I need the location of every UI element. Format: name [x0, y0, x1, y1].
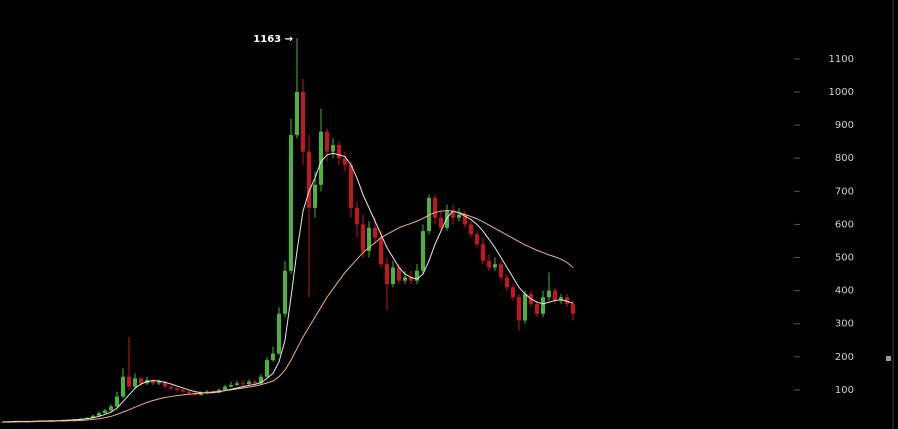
candle-body — [571, 303, 575, 314]
candle-body — [511, 287, 515, 298]
candle-body — [445, 211, 449, 228]
candle-body — [247, 381, 251, 384]
scroll-handle[interactable] — [886, 356, 891, 361]
candle-body — [115, 396, 119, 407]
candle-body — [385, 264, 389, 285]
y-tick-label: 100 — [835, 385, 854, 396]
candle-body — [367, 227, 371, 251]
y-tick-label: 500 — [835, 253, 854, 264]
y-tick-label: 1100 — [829, 54, 854, 65]
max-annotation: 1163 → — [253, 34, 293, 45]
y-tick-label: 1000 — [829, 87, 854, 98]
moving-average-line — [3, 210, 574, 423]
candle-body — [505, 277, 509, 288]
candle-body — [487, 260, 491, 268]
candle-body — [253, 381, 257, 384]
y-tick-label: 400 — [835, 286, 854, 297]
candle-body — [187, 391, 191, 394]
candle-body — [319, 131, 323, 185]
candle-body — [325, 131, 329, 152]
candle-body — [265, 360, 269, 377]
candle-body — [433, 197, 437, 218]
y-tick-label: 200 — [835, 352, 854, 363]
candle-body — [481, 244, 485, 261]
y-tick-label: 300 — [835, 319, 854, 330]
candle-body — [421, 231, 425, 271]
candle-body — [391, 267, 395, 285]
candle-body — [163, 381, 167, 387]
candle-body — [469, 224, 473, 235]
candle-body — [181, 389, 185, 392]
candle-body — [229, 384, 233, 387]
candle-body — [121, 376, 125, 397]
candle-body — [259, 376, 263, 384]
candle-body — [415, 270, 419, 281]
candle-body — [439, 217, 443, 228]
candle-body — [541, 297, 545, 314]
candle-body — [337, 144, 341, 159]
candle-body — [97, 413, 101, 416]
candle-body — [103, 410, 107, 414]
candle-body — [169, 386, 173, 389]
candle-body — [463, 214, 467, 225]
candle-body — [91, 415, 95, 418]
candle-body — [295, 92, 299, 136]
candle-body — [523, 293, 527, 321]
candle-body — [427, 197, 431, 232]
candle-body — [199, 393, 203, 395]
candle-body — [139, 378, 143, 384]
candle-body — [151, 380, 155, 384]
candle-body — [397, 267, 401, 281]
candle-body — [175, 388, 179, 390]
candle-body — [559, 297, 563, 301]
candle-body — [451, 211, 455, 218]
candle-body — [157, 381, 161, 384]
candle-body — [493, 264, 497, 268]
candle-body — [361, 224, 365, 251]
candle-body — [277, 313, 281, 354]
candle-body — [475, 234, 479, 245]
y-tick-label: 600 — [835, 219, 854, 230]
candle-body — [301, 92, 305, 152]
y-tick-label: 800 — [835, 153, 854, 164]
candle-body — [517, 297, 521, 321]
candle-body — [241, 383, 245, 385]
candle-body — [343, 158, 347, 165]
candle-body — [565, 297, 569, 304]
candle-body — [547, 290, 551, 298]
y-tick-label: 700 — [835, 186, 854, 197]
candle-body — [553, 290, 557, 301]
candle-body — [313, 184, 317, 208]
candle-body — [283, 270, 287, 314]
candle-body — [535, 303, 539, 314]
candle-body — [457, 214, 461, 218]
candle-body — [349, 164, 353, 208]
candle-body — [499, 264, 503, 278]
candle-body — [307, 151, 311, 208]
candle-body — [223, 386, 227, 390]
candle-body — [331, 144, 335, 152]
candle-body — [289, 135, 293, 271]
candle-body — [403, 277, 407, 281]
candle-body — [373, 227, 377, 238]
y-tick-label: 900 — [835, 120, 854, 131]
candle-body — [355, 207, 359, 225]
candle-body — [271, 353, 275, 361]
candle-body — [409, 277, 413, 281]
candle-body — [127, 376, 131, 387]
moving-average-line — [3, 152, 574, 423]
plot-area: 100 200 300 400 500 600 700 800 900 1000 1100 1163 … — [1, 34, 854, 423]
candle-body — [235, 383, 239, 385]
candle-body — [379, 237, 383, 265]
candle-body — [133, 378, 137, 387]
candle-body — [109, 406, 113, 411]
